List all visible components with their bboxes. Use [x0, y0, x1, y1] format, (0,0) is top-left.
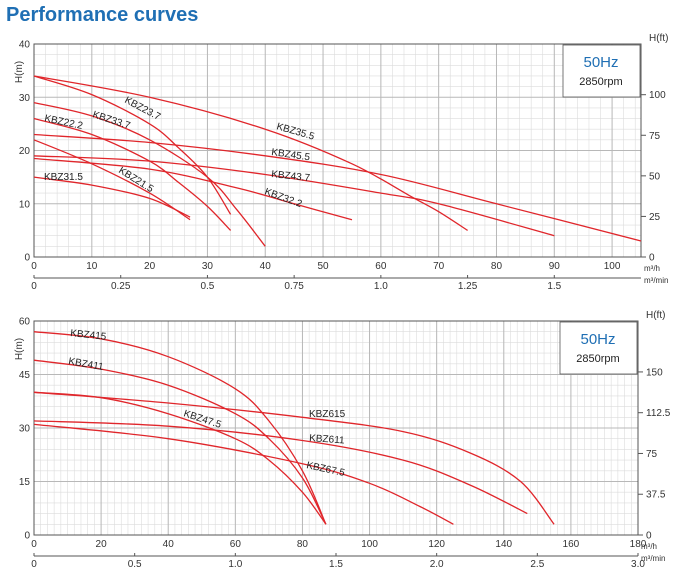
- y-tick-label: 30: [19, 424, 31, 435]
- y-axis-label: H(m): [14, 61, 25, 83]
- y2-tick-label: 75: [646, 449, 658, 460]
- x2-tick-label: 3.0: [631, 559, 645, 570]
- x-tick-label: 180: [630, 539, 647, 550]
- curve-label-KBZ31.5: KBZ31.5: [44, 172, 83, 183]
- x2-tick-label: 0: [31, 559, 37, 570]
- y-tick-label: 10: [19, 199, 31, 210]
- curve-label-KBZ611: KBZ611: [309, 433, 346, 446]
- x2-unit-label: m³/min: [644, 276, 668, 285]
- x-tick-label: 50: [317, 261, 329, 272]
- x-tick-label: 40: [260, 261, 272, 272]
- chart-panel-bottom: 0 15 30 45 60 H(m) 0 37.5 75 112.5 150 H(ft) 0 20 40 60…: [14, 310, 671, 570]
- x-tick-label: 20: [96, 539, 108, 550]
- curve-KBZ415: [33, 331, 327, 525]
- info-box: [559, 321, 638, 375]
- y2-tick-label: 0: [646, 531, 652, 542]
- speed-label: 2850rpm: [576, 353, 619, 365]
- y2-tick-label: 75: [649, 131, 661, 142]
- y-tick-label: 15: [19, 477, 31, 488]
- x-tick-label: 140: [495, 539, 512, 550]
- curve-KBZ31.5: [33, 176, 191, 218]
- curve-label-KBZ32.2: KBZ32.2: [263, 186, 304, 210]
- curve-label-KBZ43.7: KBZ43.7: [271, 169, 311, 184]
- y2-tick-label: 100: [649, 90, 666, 101]
- x-tick-label: 60: [375, 261, 387, 272]
- curve-KBZ611: [33, 420, 528, 515]
- x2-tick-label: 2.5: [530, 559, 544, 570]
- y2-tick-label: 0: [649, 253, 655, 264]
- curve-KBZ411: [33, 359, 327, 525]
- x2-tick-label: 0.75: [284, 281, 304, 292]
- x2-tick-label: 1.0: [374, 281, 388, 292]
- y-tick-label: 60: [19, 317, 31, 328]
- curve-KBZ45.5: [33, 133, 642, 242]
- x2-tick-label: 1.5: [329, 559, 343, 570]
- x2-tick-label: 0: [31, 281, 37, 292]
- y-tick-label: 40: [19, 40, 31, 51]
- curve-label-KBZ45.5: KBZ45.5: [271, 147, 311, 163]
- curve-label-KBZ33.7: KBZ33.7: [91, 109, 132, 132]
- x-tick-label: 100: [604, 261, 621, 272]
- y-tick-label: 0: [24, 253, 30, 264]
- page-title: Performance curves: [6, 4, 199, 26]
- curve-KBZ32.2: [33, 157, 353, 221]
- x-tick-label: 20: [144, 261, 156, 272]
- x-tick-label: 70: [433, 261, 445, 272]
- curve-label-KBZ411: KBZ411: [67, 356, 104, 373]
- info-box: [562, 44, 641, 98]
- x-tick-label: 80: [491, 261, 503, 272]
- x2-tick-label: 1.5: [547, 281, 561, 292]
- y2-tick-label: 25: [649, 212, 661, 223]
- x-unit-label: m³/h: [641, 542, 657, 551]
- curve-KBZ23.7: [33, 75, 232, 215]
- y-tick-label: 0: [24, 531, 30, 542]
- y-axis-label: H(m): [14, 338, 25, 360]
- x-tick-label: 100: [361, 539, 378, 550]
- frequency-label: 50Hz: [580, 331, 615, 348]
- curve-label-KBZ67.5: KBZ67.5: [305, 460, 346, 479]
- plot-frame: [33, 320, 639, 536]
- curve-KBZ33.7: [33, 101, 266, 247]
- curve-label-KBZ415: KBZ415: [70, 328, 108, 343]
- x2-unit-label: m³/min: [641, 554, 665, 563]
- curve-KBZ35.5: [33, 75, 468, 231]
- x-unit-label: m³/h: [644, 264, 660, 273]
- x2-tick-label: 0.5: [200, 281, 214, 292]
- y2-tick-label: 50: [649, 171, 661, 182]
- plot-frame: [33, 43, 642, 258]
- x-tick-label: 160: [563, 539, 580, 550]
- y2-axis-label: H(ft): [649, 33, 668, 44]
- x-tick-label: 0: [31, 261, 37, 272]
- y-tick-label: 30: [19, 93, 31, 104]
- curve-KBZ615: [33, 391, 555, 525]
- x2-tick-label: 1.25: [458, 281, 478, 292]
- x-tick-label: 30: [202, 261, 214, 272]
- x-tick-label: 10: [86, 261, 98, 272]
- chart-panel-top: 0 10 20 30 40 H(m) 0 25 50 75 100 H(ft) 0 10 20 30 40 50 6…: [14, 33, 668, 292]
- y2-tick-label: 37.5: [646, 490, 666, 501]
- curve-label-KBZ615: KBZ615: [309, 409, 346, 420]
- x-tick-label: 80: [297, 539, 309, 550]
- x2-tick-label: 1.0: [228, 559, 242, 570]
- x-tick-label: 0: [31, 539, 37, 550]
- y2-tick-label: 112.5: [646, 408, 671, 419]
- curve-KBZ43.7: [33, 155, 555, 237]
- y-tick-label: 20: [19, 146, 31, 157]
- x-tick-label: 90: [549, 261, 561, 272]
- x-tick-label: 120: [428, 539, 445, 550]
- speed-label: 2850rpm: [579, 76, 622, 88]
- x2-tick-label: 0.25: [111, 281, 131, 292]
- x-tick-label: 40: [163, 539, 175, 550]
- frequency-label: 50Hz: [583, 54, 618, 71]
- x-tick-label: 60: [230, 539, 242, 550]
- x2-tick-label: 0.5: [128, 559, 142, 570]
- curve-KBZ67.5: [33, 423, 454, 525]
- y-tick-label: 45: [19, 370, 31, 381]
- y2-axis-label: H(ft): [646, 310, 665, 321]
- x2-tick-label: 2.0: [430, 559, 444, 570]
- y2-tick-label: 150: [646, 367, 663, 378]
